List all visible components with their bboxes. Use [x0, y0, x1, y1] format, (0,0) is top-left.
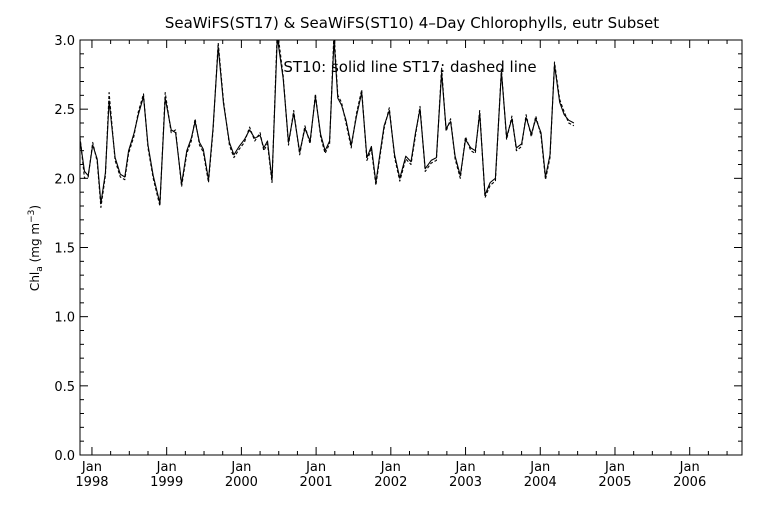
series-lines [80, 40, 575, 208]
series-st10-line [80, 40, 575, 204]
x-tick-year: 2005 [598, 475, 631, 490]
x-tick-year: 2002 [374, 475, 407, 490]
ylabel-chl: Chl [28, 272, 42, 291]
y-tick-label: 3.0 [54, 34, 75, 49]
y-tick-label: 0.0 [54, 449, 75, 464]
ylabel-sub: a [35, 266, 45, 272]
series-st17-line [80, 40, 575, 208]
x-tick-year: 2001 [300, 475, 333, 490]
x-tick-year: 2004 [524, 475, 557, 490]
x-tick-month: Jan [380, 460, 401, 475]
plot-frame [79, 39, 743, 456]
x-tick-year: 1999 [150, 475, 183, 490]
x-tick-year: 2006 [673, 475, 706, 490]
ylabel-unit-close: ) [28, 205, 42, 210]
x-tick-month: Jan [81, 460, 102, 475]
x-tick-month: Jan [529, 460, 550, 475]
y-tick-label: 2.5 [54, 103, 75, 118]
y-tick-label: 2.0 [54, 172, 75, 187]
x-tick-year: 1998 [75, 475, 108, 490]
y-axis: 0.0 0.5 1.0 1.5 2.0 2.5 3.0 [54, 34, 742, 464]
x-tick-month: Jan [604, 460, 625, 475]
x-tick-month: Jan [156, 460, 177, 475]
x-tick-month: Jan [230, 460, 251, 475]
x-tick-month: Jan [455, 460, 476, 475]
x-axis: Jan1998Jan1999Jan2000Jan2001Jan2002Jan20… [75, 40, 728, 490]
ylabel-unit-open: (mg m [28, 223, 42, 266]
y-axis-label: Chla (mg m−3) [27, 205, 45, 291]
y-tick-label: 1.5 [54, 242, 75, 257]
x-tick-month: Jan [305, 460, 326, 475]
y-tick-label: 0.5 [54, 380, 75, 395]
series-annotation: ST10: solid line ST17: dashed line [283, 58, 536, 76]
x-tick-year: 2000 [225, 475, 258, 490]
chart-title: SeaWiFS(ST17) & SeaWiFS(ST10) 4–Day Chlo… [165, 14, 659, 32]
ylabel-sup: −3 [27, 210, 37, 223]
y-tick-label: 1.0 [54, 311, 75, 326]
x-tick-year: 2003 [449, 475, 482, 490]
x-tick-month: Jan [679, 460, 700, 475]
